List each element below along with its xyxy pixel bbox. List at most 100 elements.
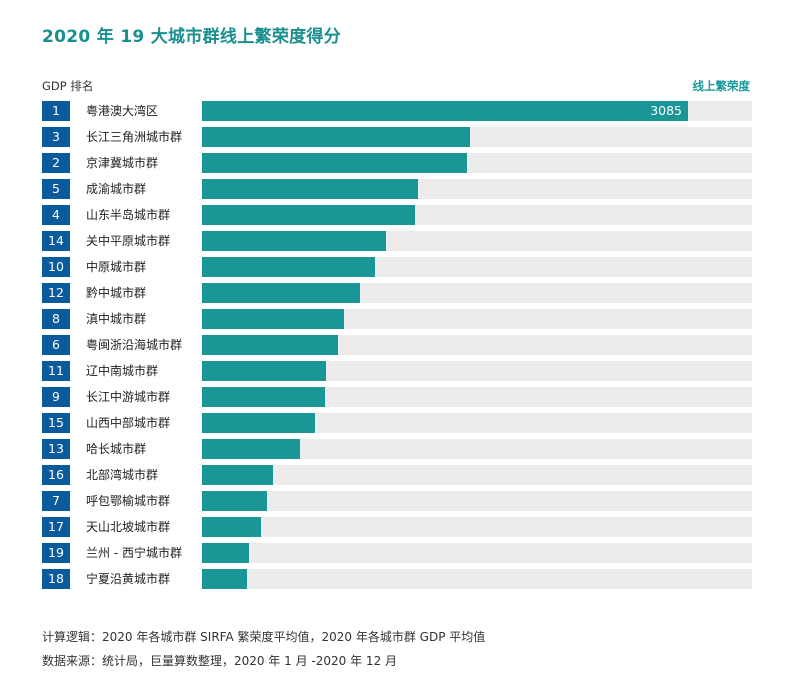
bar-track [202, 413, 752, 433]
category-label: 黔中城市群 [86, 286, 147, 300]
chart-row: 19 兰州 - 西宁城市群 [42, 541, 752, 567]
bar [202, 387, 325, 407]
chart-row: 6 粤闽浙沿海城市群 [42, 333, 752, 359]
bar-track [202, 491, 752, 511]
bar [202, 309, 344, 329]
chart-row: 3 长江三角洲城市群 [42, 125, 752, 151]
gdp-rank-badge: 9 [42, 387, 70, 407]
data-label: 3085 [650, 103, 682, 118]
chart-row: 12 黔中城市群 [42, 281, 752, 307]
bar [202, 543, 249, 563]
bar-track [202, 543, 752, 563]
bar-track [202, 465, 752, 485]
bar-track [202, 283, 752, 303]
bar-track [202, 257, 752, 277]
bar [202, 257, 375, 277]
category-label: 长江三角洲城市群 [86, 130, 183, 144]
bar-track [202, 439, 752, 459]
gdp-rank-badge: 15 [42, 413, 70, 433]
category-label: 滇中城市群 [86, 312, 147, 326]
bar-track [202, 127, 752, 147]
chart-row: 8 滇中城市群 [42, 307, 752, 333]
gdp-rank-badge: 6 [42, 335, 70, 355]
chart-row: 1 粤港澳大湾区 3085 [42, 99, 752, 125]
category-label: 呼包鄂榆城市群 [86, 494, 171, 508]
bar-track [202, 387, 752, 407]
gdp-rank-header: GDP 排名 [42, 79, 94, 93]
gdp-rank-badge: 16 [42, 465, 70, 485]
bar-track [202, 153, 752, 173]
chart-row: 16 北部湾城市群 [42, 463, 752, 489]
footnote-method: 计算逻辑：2020 年各城市群 SIRFA 繁荣度平均值，2020 年各城市群 … [42, 630, 486, 644]
bar [202, 205, 415, 225]
chart-row: 4 山东半岛城市群 [42, 203, 752, 229]
chart-row: 7 呼包鄂榆城市群 [42, 489, 752, 515]
chart-title: 2020 年 19 大城市群线上繁荣度得分 [42, 27, 342, 47]
gdp-rank-badge: 10 [42, 257, 70, 277]
category-label: 成渝城市群 [86, 182, 147, 196]
bar [202, 231, 386, 251]
chart-row: 14 关中平原城市群 [42, 229, 752, 255]
gdp-rank-badge: 5 [42, 179, 70, 199]
bar [202, 101, 688, 121]
bar [202, 335, 338, 355]
bar [202, 491, 267, 511]
category-label: 天山北坡城市群 [86, 520, 171, 534]
footnote-source: 数据来源：统计局，巨量算数整理，2020 年 1 月 -2020 年 12 月 [42, 654, 398, 668]
chart-row: 11 辽中南城市群 [42, 359, 752, 385]
category-label: 长江中游城市群 [86, 390, 171, 404]
category-label: 山西中部城市群 [86, 416, 171, 430]
gdp-rank-badge: 18 [42, 569, 70, 589]
bar-track [202, 205, 752, 225]
chart-row: 15 山西中部城市群 [42, 411, 752, 437]
bar [202, 517, 261, 537]
category-label: 京津冀城市群 [86, 156, 159, 170]
bar-track [202, 231, 752, 251]
chart-row: 9 长江中游城市群 [42, 385, 752, 411]
gdp-rank-badge: 7 [42, 491, 70, 511]
chart-row: 13 哈长城市群 [42, 437, 752, 463]
category-label: 兰州 - 西宁城市群 [86, 546, 182, 560]
bar-track [202, 309, 752, 329]
gdp-rank-badge: 13 [42, 439, 70, 459]
gdp-rank-badge: 17 [42, 517, 70, 537]
gdp-rank-badge: 14 [42, 231, 70, 251]
online-prosperity-header: 线上繁荣度 [692, 79, 751, 93]
gdp-rank-badge: 12 [42, 283, 70, 303]
category-label: 宁夏沿黄城市群 [86, 572, 171, 586]
bar [202, 153, 467, 173]
category-label: 哈长城市群 [86, 442, 147, 456]
gdp-rank-badge: 1 [42, 101, 70, 121]
bar-track [202, 517, 752, 537]
chart-row: 17 天山北坡城市群 [42, 515, 752, 541]
gdp-rank-badge: 2 [42, 153, 70, 173]
gdp-rank-badge: 8 [42, 309, 70, 329]
chart-row: 10 中原城市群 [42, 255, 752, 281]
bar-track [202, 335, 752, 355]
gdp-rank-badge: 11 [42, 361, 70, 381]
bar [202, 439, 300, 459]
category-label: 北部湾城市群 [86, 468, 159, 482]
category-label: 粤闽浙沿海城市群 [86, 338, 183, 352]
bar [202, 569, 247, 589]
bar [202, 413, 315, 433]
bar [202, 465, 273, 485]
gdp-rank-badge: 3 [42, 127, 70, 147]
bar-track [202, 179, 752, 199]
bar [202, 283, 360, 303]
category-label: 山东半岛城市群 [86, 208, 171, 222]
gdp-rank-badge: 4 [42, 205, 70, 225]
bar [202, 361, 326, 381]
chart-row: 2 京津冀城市群 [42, 151, 752, 177]
category-label: 辽中南城市群 [86, 364, 159, 378]
chart-row: 18 宁夏沿黄城市群 [42, 567, 752, 593]
bar [202, 127, 470, 147]
bar-track [202, 569, 752, 589]
chart-row: 5 成渝城市群 [42, 177, 752, 203]
bar-track [202, 361, 752, 381]
bar-track: 3085 [202, 101, 752, 121]
bar-chart: 1 粤港澳大湾区 3085 3 长江三角洲城市群 2 京津冀城市群 5 成渝城市群 4 山东半岛城市… [42, 99, 752, 593]
category-label: 关中平原城市群 [86, 234, 171, 248]
category-label: 粤港澳大湾区 [86, 104, 159, 118]
category-label: 中原城市群 [86, 260, 147, 274]
